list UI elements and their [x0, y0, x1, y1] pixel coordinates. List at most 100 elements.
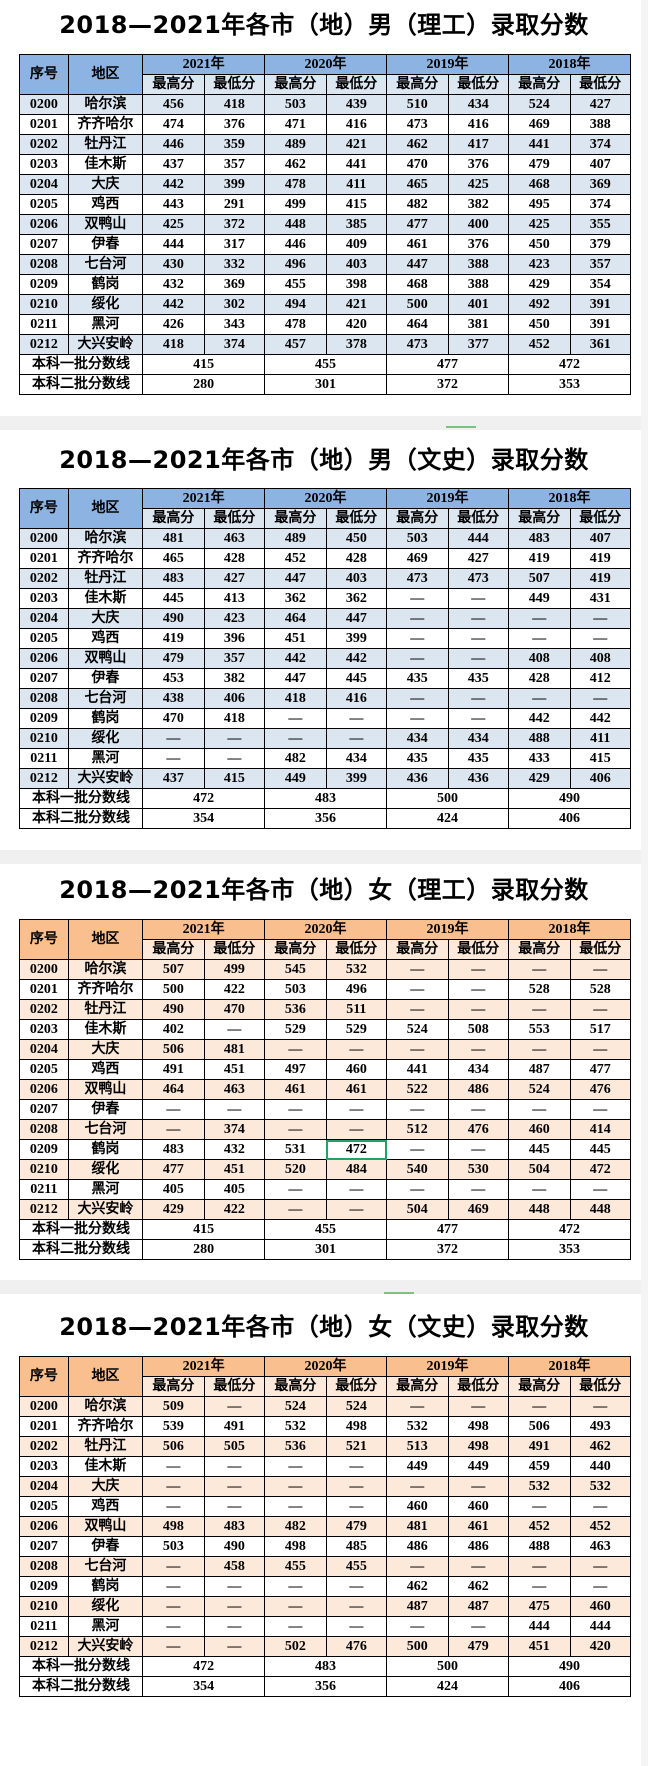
- score-cell[interactable]: —: [569, 999, 632, 1020]
- score-cell[interactable]: 490: [142, 999, 205, 1020]
- score-cell[interactable]: 438: [142, 688, 205, 709]
- score-cell[interactable]: 445: [507, 1139, 571, 1160]
- score-cell[interactable]: 445: [325, 668, 388, 689]
- score-cell[interactable]: 433: [507, 748, 571, 769]
- score-cell[interactable]: 449: [264, 768, 327, 789]
- score-cell[interactable]: 441: [325, 154, 388, 175]
- score-cell[interactable]: 415: [325, 194, 388, 215]
- score-cell[interactable]: 422: [203, 979, 266, 1000]
- score-cell[interactable]: 488: [507, 728, 571, 749]
- score-cell[interactable]: 520: [264, 1159, 327, 1180]
- header-max[interactable]: 最高分: [142, 508, 205, 529]
- score-cell[interactable]: 441: [507, 134, 571, 155]
- score-cell[interactable]: —: [507, 1039, 571, 1060]
- row-code[interactable]: 0208: [19, 1556, 69, 1577]
- score-cell[interactable]: —: [264, 1476, 327, 1497]
- score-cell[interactable]: 462: [569, 1436, 632, 1457]
- score-cell[interactable]: —: [386, 1039, 449, 1060]
- score-cell[interactable]: 343: [203, 314, 266, 335]
- score-cell[interactable]: 435: [386, 668, 449, 689]
- header-max[interactable]: 最高分: [264, 74, 327, 95]
- header-region[interactable]: 地区: [67, 488, 144, 529]
- row-code[interactable]: 0211: [19, 1616, 69, 1637]
- score-cell[interactable]: —: [507, 688, 571, 709]
- score-cell[interactable]: 418: [203, 708, 266, 729]
- header-year[interactable]: 2020年: [264, 1356, 388, 1377]
- row-code[interactable]: 0208: [19, 688, 69, 709]
- row-region[interactable]: 鸡西: [67, 194, 144, 215]
- score-cell[interactable]: 489: [264, 528, 327, 549]
- score-cell[interactable]: —: [447, 708, 509, 729]
- score-cell[interactable]: 490: [142, 608, 205, 629]
- batch-line-value[interactable]: 500: [386, 788, 509, 809]
- score-cell[interactable]: —: [203, 1396, 266, 1417]
- header-max[interactable]: 最高分: [142, 939, 205, 960]
- header-year[interactable]: 2020年: [264, 919, 388, 940]
- header-min[interactable]: 最低分: [447, 74, 509, 95]
- score-cell[interactable]: 447: [264, 668, 327, 689]
- row-region[interactable]: 绥化: [67, 1159, 144, 1180]
- row-code[interactable]: 0209: [19, 274, 69, 295]
- score-cell[interactable]: 378: [325, 334, 388, 355]
- score-cell[interactable]: 487: [386, 1596, 449, 1617]
- score-cell[interactable]: 444: [142, 234, 205, 255]
- row-code[interactable]: 0210: [19, 1596, 69, 1617]
- score-cell[interactable]: 536: [264, 999, 327, 1020]
- row-region[interactable]: 黑河: [67, 748, 144, 769]
- row-code[interactable]: 0210: [19, 294, 69, 315]
- score-cell[interactable]: —: [264, 1496, 327, 1517]
- score-cell[interactable]: —: [386, 628, 449, 649]
- row-region[interactable]: 鹤岗: [67, 708, 144, 729]
- score-cell[interactable]: 471: [264, 114, 327, 135]
- score-cell[interactable]: —: [569, 1496, 632, 1517]
- score-cell[interactable]: 484: [325, 1159, 388, 1180]
- score-cell[interactable]: —: [507, 1179, 571, 1200]
- row-region[interactable]: 齐齐哈尔: [67, 114, 144, 135]
- score-cell[interactable]: 469: [386, 548, 449, 569]
- score-cell[interactable]: 448: [569, 1199, 632, 1220]
- score-cell[interactable]: 452: [507, 1516, 571, 1537]
- score-cell[interactable]: —: [386, 979, 449, 1000]
- score-cell[interactable]: 524: [507, 94, 571, 115]
- score-cell[interactable]: 532: [507, 1476, 571, 1497]
- score-cell[interactable]: 532: [386, 1416, 449, 1437]
- score-cell[interactable]: 458: [203, 1556, 266, 1577]
- score-cell[interactable]: 464: [142, 1079, 205, 1100]
- score-cell[interactable]: 506: [507, 1416, 571, 1437]
- row-region[interactable]: 齐齐哈尔: [67, 979, 144, 1000]
- header-max[interactable]: 最高分: [386, 74, 449, 95]
- score-cell[interactable]: 427: [203, 568, 266, 589]
- score-cell[interactable]: 419: [569, 568, 632, 589]
- score-cell[interactable]: —: [447, 1039, 509, 1060]
- score-cell[interactable]: 408: [569, 648, 632, 669]
- score-cell[interactable]: 428: [325, 548, 388, 569]
- score-cell[interactable]: 405: [142, 1179, 205, 1200]
- header-min[interactable]: 最低分: [447, 508, 509, 529]
- score-cell[interactable]: 302: [203, 294, 266, 315]
- score-cell[interactable]: 408: [507, 648, 571, 669]
- row-region[interactable]: 佳木斯: [67, 154, 144, 175]
- row-code[interactable]: 0203: [19, 1456, 69, 1477]
- header-max[interactable]: 最高分: [386, 508, 449, 529]
- score-cell[interactable]: —: [142, 1596, 205, 1617]
- row-code[interactable]: 0210: [19, 728, 69, 749]
- score-cell[interactable]: 444: [569, 1616, 632, 1637]
- score-cell[interactable]: 385: [325, 214, 388, 235]
- row-code[interactable]: 0210: [19, 1159, 69, 1180]
- score-cell[interactable]: 417: [447, 134, 509, 155]
- score-cell[interactable]: —: [325, 1476, 388, 1497]
- row-region[interactable]: 鸡西: [67, 1496, 144, 1517]
- score-cell[interactable]: 418: [264, 688, 327, 709]
- score-cell[interactable]: 459: [507, 1456, 571, 1477]
- header-min[interactable]: 最低分: [569, 1376, 632, 1397]
- score-cell[interactable]: 399: [325, 628, 388, 649]
- score-cell[interactable]: —: [325, 1199, 388, 1220]
- header-max[interactable]: 最高分: [386, 939, 449, 960]
- score-cell[interactable]: 462: [386, 1576, 449, 1597]
- score-cell[interactable]: 376: [203, 114, 266, 135]
- score-cell[interactable]: —: [325, 1456, 388, 1477]
- score-cell[interactable]: 447: [325, 608, 388, 629]
- score-cell[interactable]: 416: [325, 114, 388, 135]
- header-region[interactable]: 地区: [67, 54, 144, 95]
- score-cell[interactable]: 450: [507, 314, 571, 335]
